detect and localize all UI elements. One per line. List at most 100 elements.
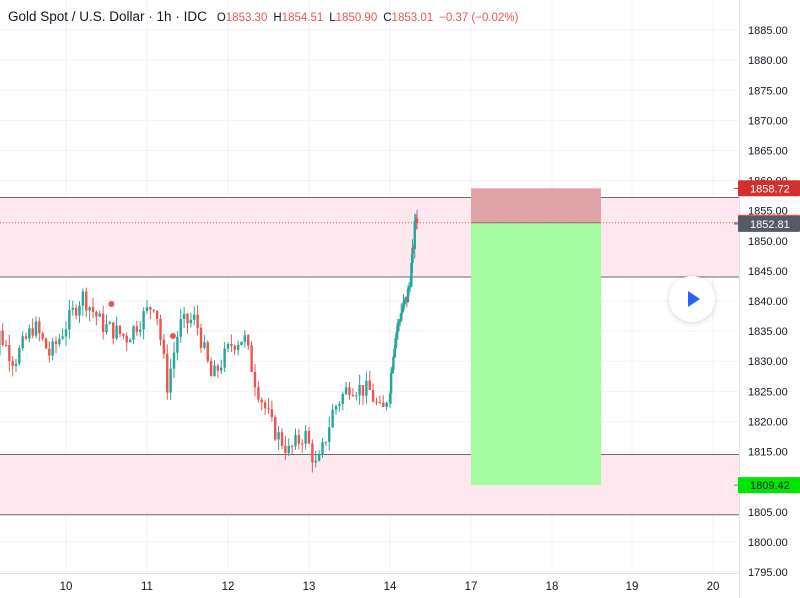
symbol-title[interactable]: Gold Spot / U.S. Dollar · 1h · IDC [8,9,207,24]
y-tick-label: 1820.00 [748,416,788,428]
y-tick-label: 1875.00 [748,85,788,97]
candle-up [240,341,243,345]
x-tick-label: 11 [141,581,153,593]
candle-up [108,322,112,325]
chart-markers [108,301,176,339]
candle-up [58,338,61,345]
candle-up [105,324,108,333]
change-value: −0.37 (−0.02%) [439,12,519,24]
candle-down [307,430,311,444]
candle-up [223,348,226,368]
candle-up [344,387,348,395]
open-label: O [216,12,226,24]
candle-up [396,322,400,332]
y-tick-label: 1870.00 [748,115,788,127]
candle-down [368,380,371,390]
x-tick-label: 17 [465,581,478,593]
candle-up [389,372,393,394]
candle-up [331,409,334,428]
candle-up [145,307,149,312]
short-position-tool[interactable] [0,188,739,486]
candle-up [34,321,38,336]
x-tick-label: 19 [626,581,639,593]
candle-up [314,460,317,463]
candle-down [371,389,375,402]
candle-down [166,354,169,393]
candle-down [41,333,44,339]
take-profit-zone [471,222,601,486]
candle-down [11,361,14,367]
price-axis-bg [739,0,800,598]
candle-down [91,307,95,312]
candle-up [78,305,81,316]
chart-legend: Gold Spot / U.S. Dollar · 1h · IDC O 185… [8,9,524,24]
candle-up [355,395,358,397]
candle-up [287,445,290,454]
candle-down [263,402,267,409]
candle-down [112,322,115,339]
y-tick-label: 1835.00 [748,326,788,338]
candle-up [403,300,406,302]
candle-down [351,394,355,396]
candle-up [88,307,91,311]
close-value: 1853.01 [391,12,434,24]
candle-up [410,263,413,287]
candle-down [85,291,88,311]
candle-up [71,307,74,310]
candle-down [280,432,284,446]
price-tag-label: 1858.72 [750,183,790,195]
candle-up [334,406,338,410]
x-tick-label: 10 [60,581,73,593]
candle-up [128,339,132,343]
candle-down [48,348,51,356]
candle-up [338,404,341,407]
candle-down [24,336,28,339]
candle-up [139,329,142,332]
candle-down [209,360,213,377]
candle-down [284,445,287,454]
candle-up [411,247,414,264]
candle-down [415,218,419,224]
candle-down [216,365,220,371]
x-tick-label: 18 [546,581,559,593]
x-tick-label: 14 [384,581,397,593]
candle-down [267,408,270,410]
candle-up [392,357,395,370]
support-resistance-zones [0,196,739,516]
candle-up [317,455,321,461]
price-tag-label: 1852.81 [750,219,790,231]
signal-marker [169,332,176,339]
y-tick-label: 1830.00 [748,356,788,368]
price-tag-bg [738,477,800,494]
candle-up [394,337,397,349]
candle-down [118,325,122,334]
y-tick-label: 1845.00 [748,266,788,278]
low-value: 1850.90 [335,12,378,24]
candle-down [199,327,203,348]
play-button[interactable] [669,276,715,322]
open-value: 1853.30 [225,12,268,24]
candle-up [401,309,404,313]
close-label: C [383,12,392,24]
candle-down [31,328,34,336]
y-tick-label: 1795.00 [748,567,788,579]
candle-down [135,326,139,332]
candle-up [179,319,182,337]
candle-down [101,313,105,333]
candle-down [297,435,301,444]
x-tick-label: 20 [707,581,720,593]
candle-up [220,367,223,371]
candle-down [44,338,48,349]
candle-up [388,393,392,403]
candle-up [365,380,368,396]
candle-up [397,321,401,323]
candle-down [155,310,159,319]
candle-up [406,288,410,303]
candle-up [193,314,196,320]
candle-down [162,339,166,355]
signal-marker [108,301,115,308]
candle-up [402,301,405,310]
candle-up [393,348,396,358]
candle-up [236,344,240,350]
